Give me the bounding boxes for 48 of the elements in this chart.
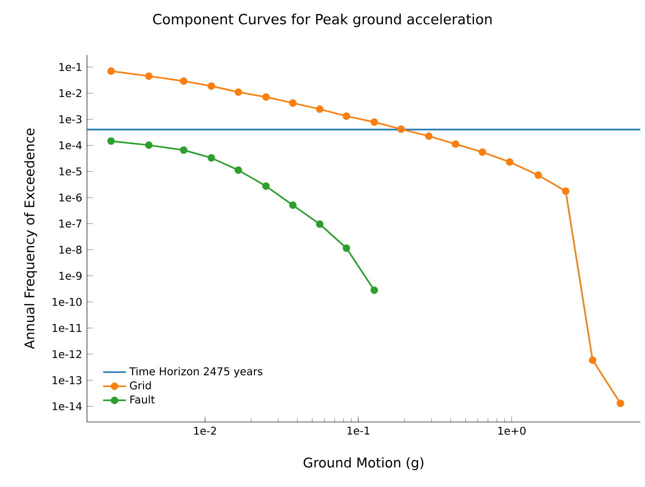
y-tick-label: 1e-10 xyxy=(52,298,82,306)
y-tick-label: 1e-7 xyxy=(59,220,82,228)
point xyxy=(180,146,188,154)
y-tick-label: 1e-8 xyxy=(59,246,82,254)
point xyxy=(397,125,405,133)
x-axis-title: Ground Motion (g) xyxy=(304,457,424,470)
x-tick-label: 1e-1 xyxy=(348,426,370,435)
point xyxy=(180,77,188,85)
point xyxy=(425,132,433,140)
point xyxy=(342,112,350,120)
y-tick-label: 1e-4 xyxy=(59,141,82,150)
point xyxy=(478,148,486,156)
y-tick-label: 1e-14 xyxy=(52,402,82,410)
point xyxy=(370,286,378,294)
y-tick-label: 1e-6 xyxy=(59,194,82,202)
y-tick-label: 1e-13 xyxy=(52,376,82,384)
y-tick-label: 1e-12 xyxy=(52,350,82,358)
chart-title: Component Curves for Peak ground acceleration xyxy=(153,14,492,28)
point xyxy=(506,158,514,166)
point xyxy=(562,187,570,195)
x-tick-label: 1e+0 xyxy=(498,426,526,435)
point xyxy=(208,82,216,90)
point xyxy=(342,244,350,252)
legend-label: Fault xyxy=(130,395,155,404)
point xyxy=(289,201,297,209)
x-tick-label: 1e-2 xyxy=(194,426,216,435)
point xyxy=(452,140,460,148)
point xyxy=(208,154,216,162)
point xyxy=(262,182,270,190)
y-tick-label: 1e-5 xyxy=(59,167,82,176)
point xyxy=(234,166,242,174)
point xyxy=(534,171,542,179)
y-tick-label: 1e-1 xyxy=(59,63,82,72)
point xyxy=(262,93,270,101)
point xyxy=(316,105,324,113)
point xyxy=(234,88,242,96)
point xyxy=(289,99,297,107)
legend-label: Grid xyxy=(130,381,151,390)
y-tick-label: 1e-11 xyxy=(52,324,82,332)
point xyxy=(316,220,324,228)
point xyxy=(370,118,378,126)
y-tick-label: 1e-2 xyxy=(59,89,82,98)
legend-label: Time Horizon 2475 years xyxy=(129,367,262,378)
point xyxy=(616,400,624,408)
point xyxy=(588,356,596,364)
y-tick-label: 1e-9 xyxy=(59,272,82,280)
y-tick-label: 1e-3 xyxy=(59,115,82,124)
y-axis-title: Annual Frequency of Exceedence xyxy=(24,128,38,350)
